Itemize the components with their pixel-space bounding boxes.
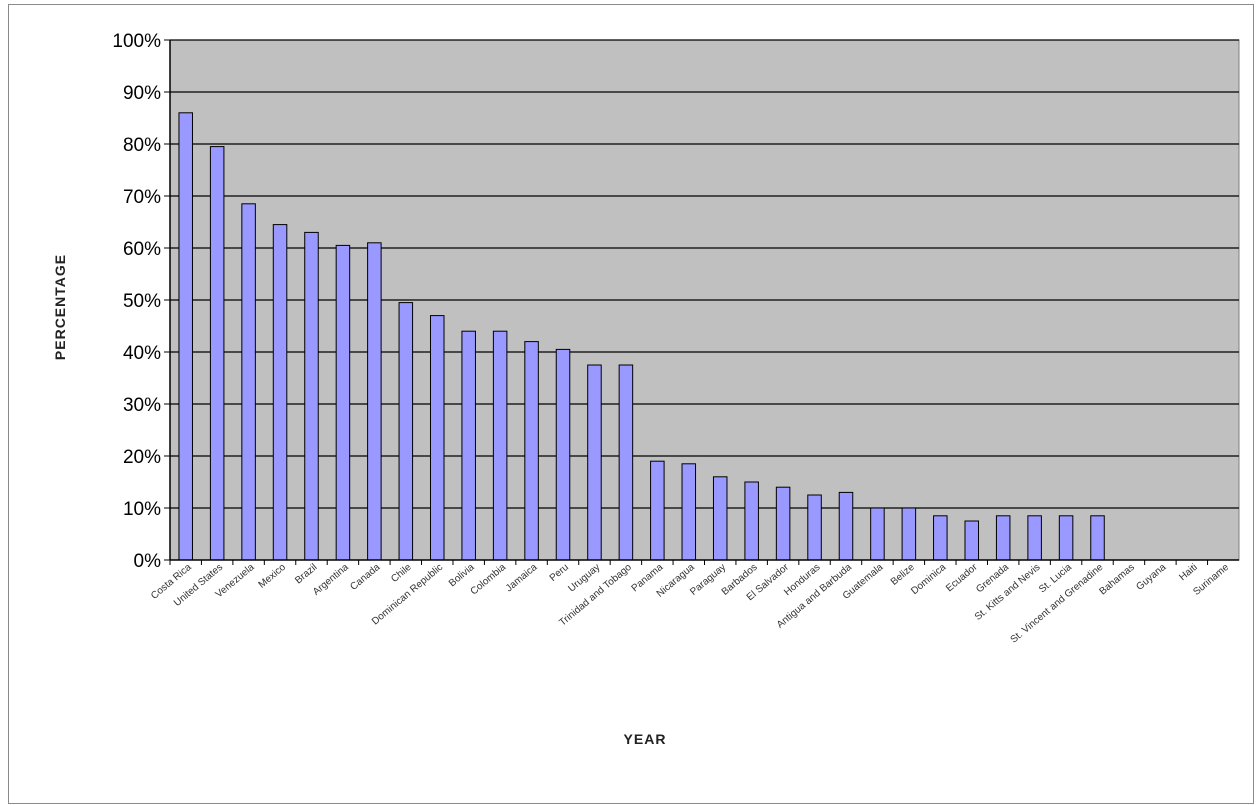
- bar: [429, 315, 445, 561]
- x-tick-label: Dominica: [909, 562, 948, 597]
- x-tick-label: Argentina: [311, 562, 351, 598]
- bar: [901, 507, 917, 561]
- y-tick-label: 60%: [123, 239, 161, 260]
- bar: [367, 242, 382, 561]
- y-tick-label: 80%: [123, 135, 161, 156]
- x-tick-label: Jamaica: [504, 562, 540, 595]
- x-tick-label: Chile: [389, 562, 414, 585]
- x-tick-label: Colombia: [469, 562, 509, 598]
- x-tick-label: Haiti: [1177, 562, 1199, 583]
- y-tick-label: 70%: [123, 187, 161, 208]
- bar: [1027, 515, 1042, 561]
- bar: [304, 231, 319, 561]
- y-tick-label: 90%: [123, 83, 161, 104]
- bar: [587, 364, 602, 561]
- bar: [870, 507, 885, 561]
- y-tick-label: 100%: [112, 31, 161, 52]
- y-axis-ticks: 0% 10% 20% 30% 40% 50% 60% 70% 80% 90% 100%: [112, 31, 170, 572]
- bar: [335, 244, 351, 561]
- bar: [933, 515, 948, 561]
- x-tick-label: Brazil: [293, 562, 319, 587]
- bar: [681, 463, 697, 561]
- y-tick-label: 20%: [123, 447, 161, 468]
- bar: [398, 302, 414, 561]
- x-tick-label: Canada: [348, 562, 382, 593]
- bar: [209, 146, 225, 561]
- y-tick-label: 30%: [123, 395, 161, 416]
- bar: [650, 460, 665, 561]
- y-tick-label: 0%: [134, 551, 162, 572]
- y-tick-label: 10%: [123, 499, 161, 520]
- bar: [524, 341, 539, 561]
- bar: [555, 348, 571, 561]
- bar: [492, 330, 508, 561]
- y-tick-label: 40%: [123, 343, 161, 364]
- bar: [744, 481, 759, 561]
- x-tick-label: Ecuador: [944, 561, 980, 594]
- x-tick-label: Peru: [548, 562, 571, 584]
- bar: [775, 486, 791, 561]
- x-tick-label: Guyana: [1134, 562, 1168, 593]
- bar: [995, 515, 1011, 561]
- bar: [807, 494, 822, 561]
- x-axis-title: YEAR: [624, 731, 667, 747]
- bar: [1090, 515, 1105, 561]
- x-tick-label: Belize: [889, 562, 917, 588]
- x-tick-label: Suriname: [1191, 562, 1231, 598]
- bar: [241, 203, 256, 561]
- bar: [838, 491, 854, 561]
- y-tick-label: 50%: [123, 291, 161, 312]
- bar: [712, 476, 728, 561]
- y-axis-title: PERCENTAGE: [52, 254, 68, 360]
- bar: [618, 364, 634, 561]
- x-tick-label: Bahamas: [1097, 562, 1136, 598]
- bar: [272, 224, 288, 561]
- bar: [461, 330, 476, 561]
- x-tick-label: Mexico: [257, 562, 289, 591]
- bar: [178, 112, 193, 561]
- bar: [964, 520, 980, 561]
- bar: [1058, 515, 1074, 561]
